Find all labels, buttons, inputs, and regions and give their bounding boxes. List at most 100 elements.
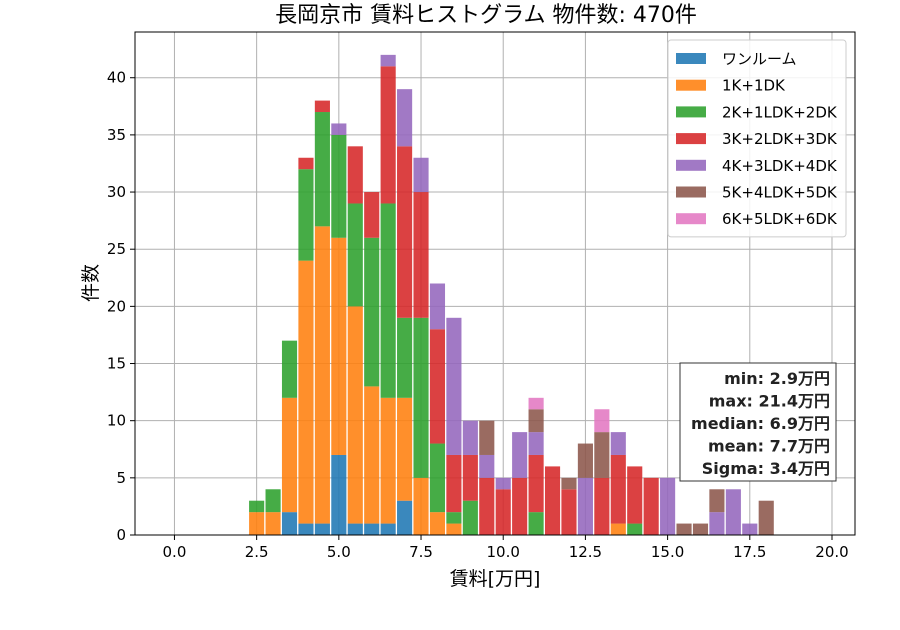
bar-segment: [429, 443, 446, 513]
y-tick-label: 35: [107, 126, 126, 144]
legend-swatch: [676, 213, 706, 225]
legend-swatch: [676, 186, 706, 198]
y-axis-label: 件数: [80, 264, 102, 302]
bar-segment: [544, 466, 561, 535]
bar-segment: [446, 317, 462, 455]
bar-segment: [281, 340, 298, 398]
plot-frame: [134, 31, 856, 536]
bar-segment: [397, 146, 413, 318]
bar-segment: [610, 523, 626, 535]
bar-segment: [429, 283, 446, 330]
y-tick-label: 25: [107, 240, 126, 258]
bar-segment: [577, 443, 593, 478]
bar-segment: [594, 477, 610, 535]
legend-swatch: [676, 53, 706, 64]
bar-segment: [380, 523, 396, 535]
bar-segment: [512, 432, 528, 478]
y-tick-label: 0: [116, 526, 126, 544]
legend-swatch: [676, 133, 706, 145]
bar-segment: [446, 523, 462, 535]
bar-segment: [429, 512, 446, 535]
bar-segment: [479, 454, 495, 478]
stats-frame: [679, 362, 837, 482]
bar-segment: [249, 512, 265, 535]
bar-segment: [331, 454, 347, 535]
bar-segment: [347, 306, 363, 524]
bar-segment: [528, 512, 544, 535]
bar-segment: [281, 512, 298, 535]
bar-segment: [364, 192, 380, 238]
bar-segment: [380, 203, 396, 398]
bar-segment: [397, 89, 413, 147]
x-tick-label: 15.0: [651, 543, 684, 561]
bar-segment: [380, 54, 396, 67]
bar-segment: [742, 523, 758, 535]
y-tick-label: 30: [107, 183, 126, 201]
bar-segment: [528, 454, 544, 513]
y-tick-label: 15: [107, 355, 126, 373]
bar-segment: [692, 523, 709, 535]
bar-segment: [298, 523, 314, 535]
x-tick-label: 2.5: [245, 543, 269, 561]
y-tick-label: 10: [107, 412, 126, 430]
bars: [249, 54, 774, 535]
x-tick-label: 20.0: [815, 543, 848, 561]
stats-line: median: 6.9万円: [691, 414, 830, 433]
bar-segment: [594, 409, 610, 433]
x-tick-label: 0.0: [163, 543, 187, 561]
bar-segment: [528, 397, 544, 410]
bar-segment: [462, 420, 478, 455]
bar-segment: [429, 329, 446, 444]
legend-swatch: [676, 106, 706, 118]
bar-segment: [758, 500, 774, 535]
legend-swatch: [676, 79, 706, 91]
bar-segment: [528, 432, 544, 455]
bar-segment: [281, 397, 298, 513]
legend-label: 2K+1LDK+2DK: [722, 103, 838, 121]
bar-segment: [364, 386, 380, 524]
x-axis-ticks: 0.0 2.5 5.0 7.5 10.0 12.5 15.0 17.5 20.0: [163, 535, 849, 561]
bar-segment: [380, 397, 396, 524]
legend-swatch: [676, 159, 706, 171]
legend: ワンルーム 1K+1DK 2K+1LDK+2DK 3K+2LDK+3DK 4K+3LDK…: [667, 39, 847, 238]
bar-segment: [331, 237, 347, 455]
stats-line: min: 2.9万円: [724, 369, 830, 388]
x-tick-label: 17.5: [733, 543, 766, 561]
bar-segment: [347, 146, 363, 204]
y-tick-label: 5: [116, 469, 126, 487]
bar-segment: [298, 260, 314, 524]
chart-title: 長岡京市 賃料ヒストグラム 物件数: 470件: [275, 3, 697, 28]
bar-segment: [627, 523, 643, 535]
bar-segment: [347, 203, 363, 307]
bar-segment: [495, 477, 511, 490]
bar-segment: [249, 500, 265, 513]
bar-segment: [610, 454, 626, 524]
x-axis-label: 賃料[万円]: [450, 568, 541, 590]
bar-segment: [446, 454, 462, 513]
y-tick-label: 40: [107, 69, 126, 87]
bar-segment: [298, 157, 314, 170]
bar-segment: [364, 237, 380, 387]
x-tick-label: 7.5: [409, 543, 433, 561]
bar-segment: [561, 477, 577, 490]
bar-segment: [610, 432, 626, 455]
bar-segment: [314, 112, 330, 227]
bar-segment: [314, 523, 330, 535]
bar-segment: [265, 512, 281, 535]
bar-segment: [298, 169, 314, 261]
bar-segment: [331, 123, 347, 135]
bar-segment: [709, 512, 725, 535]
bar-segment: [709, 489, 725, 513]
bar-segment: [627, 466, 643, 524]
legend-label: 5K+4LDK+5DK: [722, 184, 838, 202]
bar-segment: [397, 397, 413, 501]
bar-segment: [446, 512, 462, 524]
bar-segment: [331, 134, 347, 238]
legend-label: 4K+3LDK+4DK: [722, 157, 838, 175]
bar-segment: [577, 477, 593, 535]
bar-segment: [364, 523, 380, 535]
y-axis-ticks: 0 5 10 15 20 25 30 35 40: [107, 69, 135, 544]
bar-segment: [397, 500, 413, 535]
bar-segment: [594, 432, 610, 478]
